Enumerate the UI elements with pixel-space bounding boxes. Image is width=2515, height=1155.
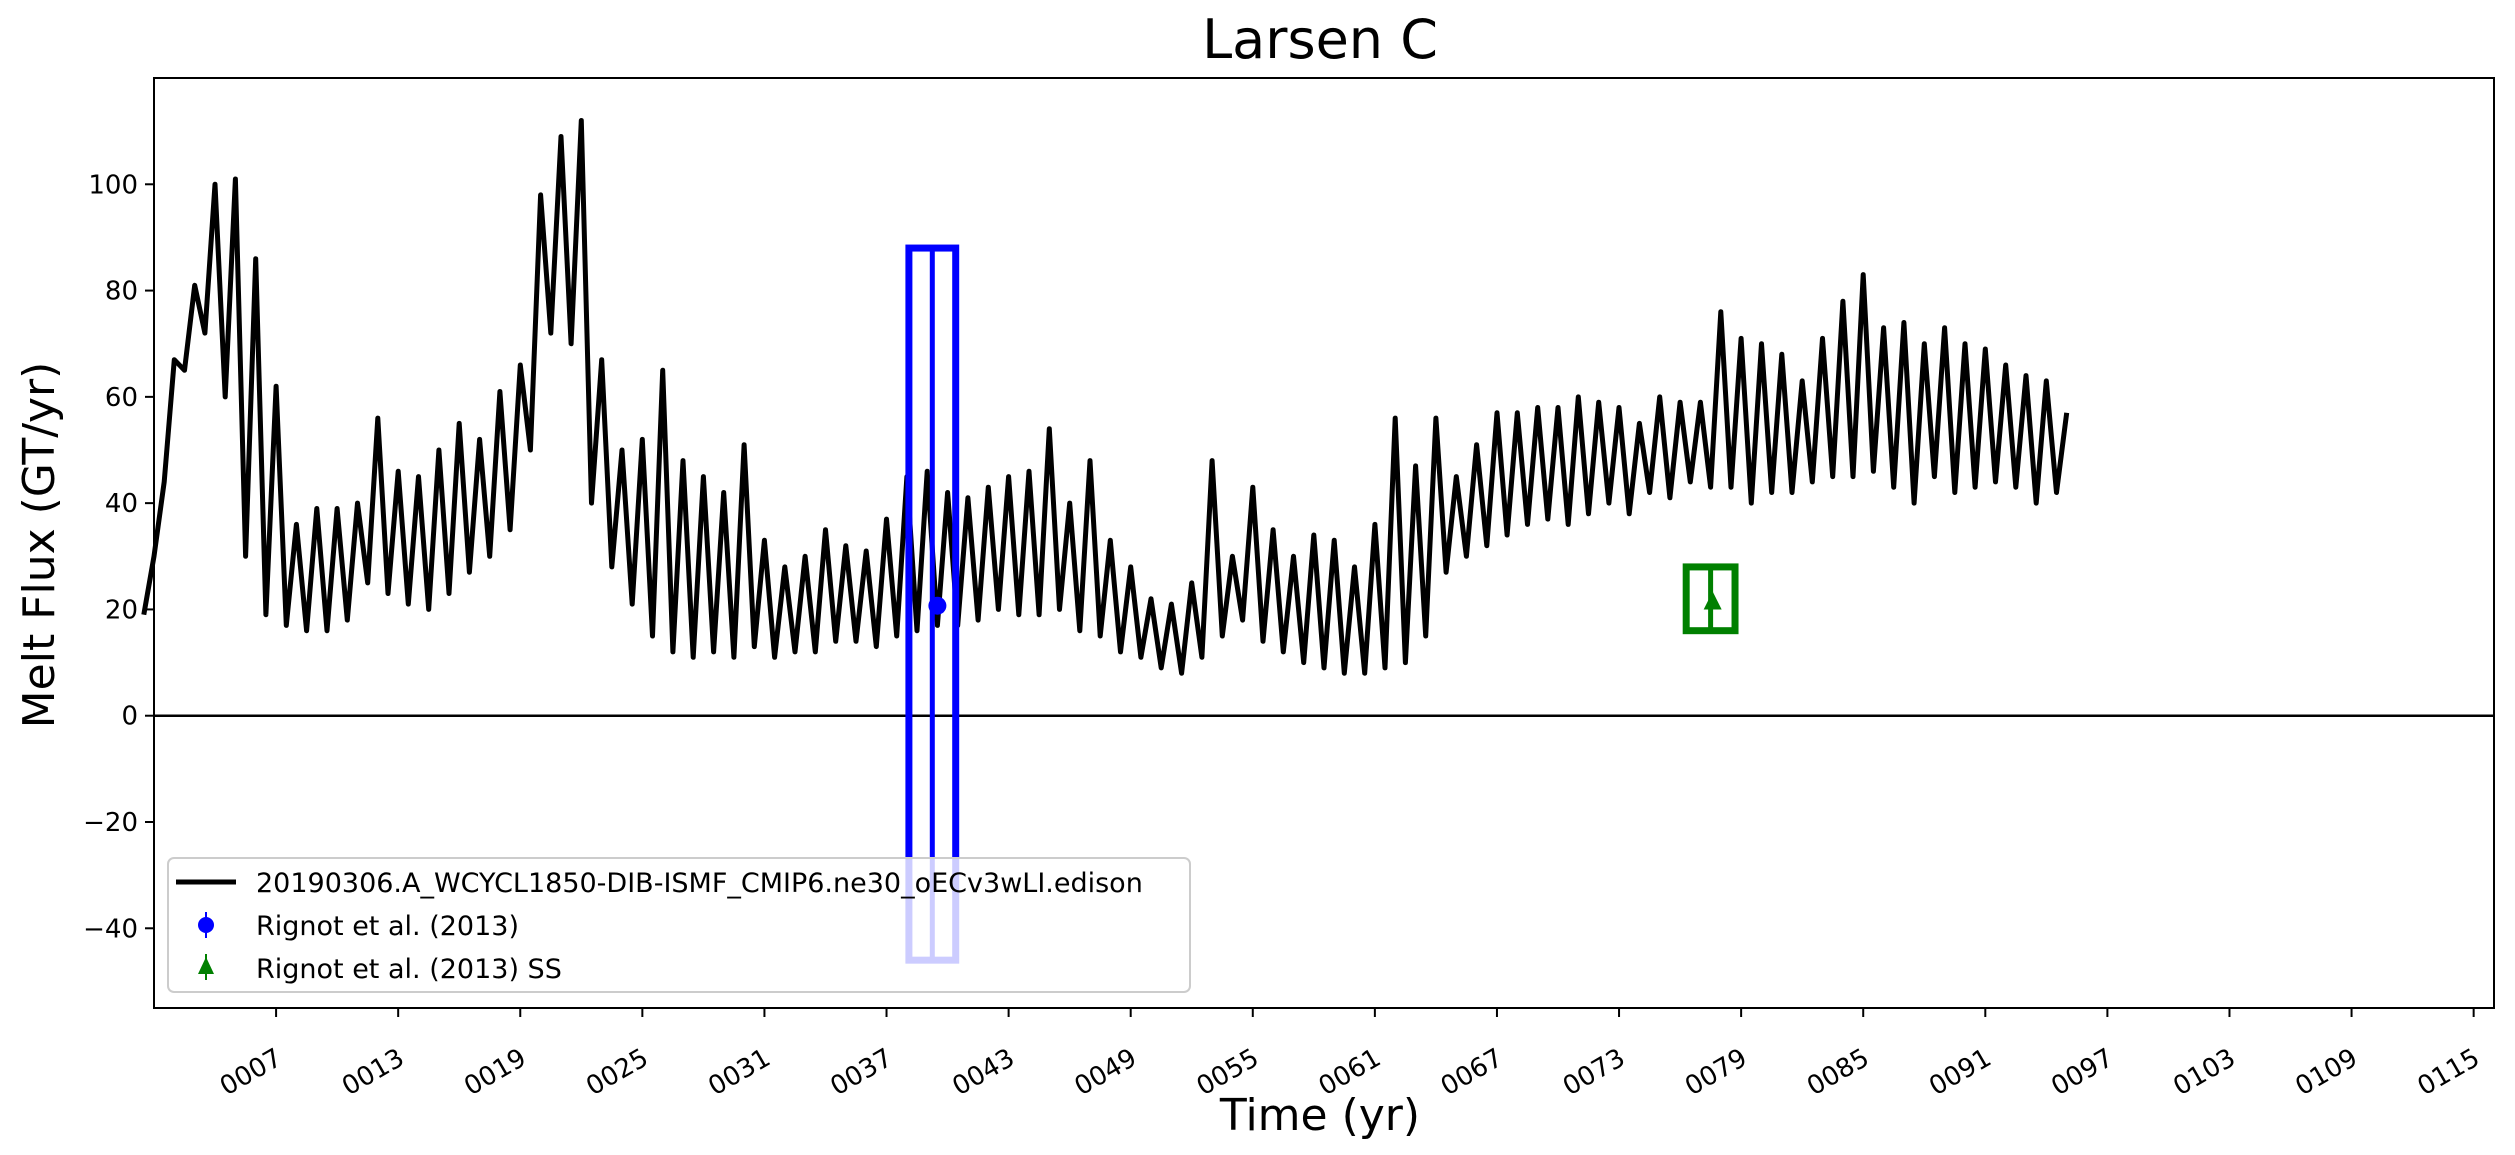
y-tick-label: 60 xyxy=(105,383,138,413)
y-tick-label: 100 xyxy=(88,170,138,200)
y-axis-title: Melt Flux (GT/yr) xyxy=(14,362,65,729)
chart-title: Larsen C xyxy=(1202,8,1438,71)
y-tick-label: 40 xyxy=(105,489,138,519)
legend-circle-icon xyxy=(198,917,214,933)
y-tick-label: −40 xyxy=(83,914,138,944)
observation-marker-triangle xyxy=(1703,591,1722,610)
y-tick-label: 0 xyxy=(121,702,138,732)
legend-label-rignot: Rignot et al. (2013) xyxy=(256,911,519,942)
series-line-model xyxy=(141,118,2070,676)
y-tick-label: 80 xyxy=(105,277,138,307)
legend-triangle-icon xyxy=(198,957,214,974)
y-tick-label: 20 xyxy=(105,595,138,625)
legend-label-rignot-ss: Rignot et al. (2013) SS xyxy=(256,954,562,985)
x-axis-title: Time (yr) xyxy=(1219,1090,1420,1141)
legend-label-model: 20190306.A_WCYCL1850-DIB-ISMF_CMIP6.ne30… xyxy=(256,868,1143,899)
plot-frame xyxy=(153,77,2495,1009)
legend: 20190306.A_WCYCL1850-DIB-ISMF_CMIP6.ne30… xyxy=(167,857,1191,993)
observation-marker-circle xyxy=(928,596,947,615)
y-tick-label: −20 xyxy=(83,808,138,838)
legend-box xyxy=(167,857,1191,993)
y-axis-ticks: −40 −20 0 20 40 60 80 100 xyxy=(83,170,154,944)
